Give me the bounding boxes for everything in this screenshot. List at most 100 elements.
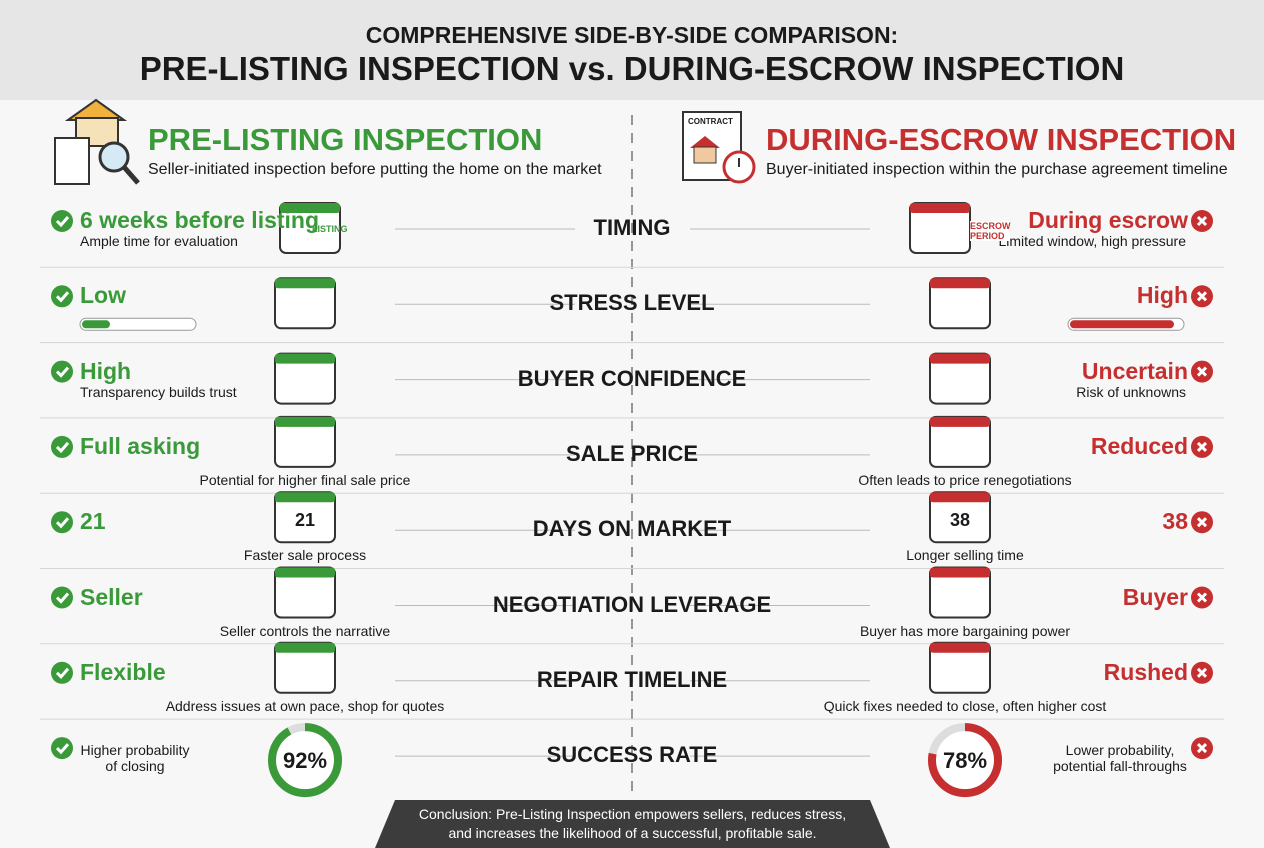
right-value: High	[1136, 282, 1188, 309]
icon-top	[930, 278, 990, 289]
contract-icon	[682, 111, 756, 184]
x-icon	[1191, 435, 1213, 458]
left-note: Ample time for evaluation	[80, 233, 238, 249]
conclusion-box	[375, 800, 890, 848]
subtitle: COMPREHENSIVE SIDE-BY-SIDE COMPARISON:	[365, 22, 899, 48]
row-icon	[929, 491, 991, 544]
badge	[51, 661, 73, 684]
badge	[51, 435, 73, 458]
house-icon	[54, 98, 140, 185]
icon-top	[910, 203, 970, 213]
x-icon	[1191, 210, 1213, 232]
row-label: DAYS ON MARKET	[532, 516, 732, 542]
check-icon	[51, 285, 73, 308]
left-description: Seller-initiated inspection before putti…	[148, 161, 602, 178]
right-value: Reduced	[1090, 432, 1188, 459]
left-value: Low	[80, 282, 126, 309]
right-note: Lower probability, potential fall-throug…	[1053, 742, 1187, 775]
badge-mark	[1196, 517, 1208, 528]
badge-mark	[55, 291, 70, 303]
badge-mark	[55, 366, 70, 378]
badge-mark	[1196, 441, 1208, 452]
x-icon	[1191, 285, 1213, 308]
icon-top	[275, 642, 335, 653]
x-icon	[1191, 511, 1213, 534]
row-label: TIMING	[593, 215, 671, 240]
right-value: 38	[1162, 508, 1188, 535]
icon-top	[280, 203, 340, 213]
badge	[51, 586, 73, 609]
x-icon	[1191, 737, 1213, 760]
x-icon	[1191, 661, 1213, 684]
row-icon	[274, 277, 336, 330]
left-note: Faster sale process	[243, 547, 367, 564]
left-value: Full asking	[80, 432, 201, 459]
left-note: Potential for higher final sale price	[199, 471, 411, 488]
icon-text: LISTING	[312, 224, 348, 234]
check-icon	[51, 586, 73, 609]
x-icon	[1191, 586, 1213, 609]
row-label: SUCCESS RATE	[546, 742, 718, 768]
check-icon	[51, 511, 73, 534]
badge	[51, 285, 73, 308]
badge-mark	[55, 441, 70, 454]
stress-bar	[79, 317, 197, 331]
right-note: Often leads to price renegotiations	[858, 471, 1072, 488]
badge	[51, 511, 73, 534]
row-label: SALE PRICE	[565, 440, 699, 466]
right-note: Risk of unknowns	[1076, 383, 1186, 400]
x-icon	[1191, 360, 1213, 383]
icon-top	[930, 416, 990, 427]
badge-mark	[55, 592, 70, 604]
rate-label: 78%	[942, 748, 988, 774]
contract-label: CONTRACT	[688, 117, 733, 126]
right-value: Rushed	[1103, 658, 1188, 685]
badge-mark	[55, 517, 70, 529]
icon-top	[275, 353, 335, 364]
row-label: NEGOTIATION LEVERAGE	[492, 591, 772, 617]
row-icon	[929, 641, 991, 694]
icon-top	[930, 567, 990, 578]
icon-top	[930, 642, 990, 653]
badge-mark	[55, 667, 70, 679]
left-title: PRE-LISTING INSPECTION	[148, 122, 543, 157]
icon-top	[930, 492, 990, 503]
badge	[51, 210, 73, 232]
stress-fill	[1070, 320, 1174, 329]
row-icon	[274, 641, 336, 694]
badge-mark	[1196, 291, 1208, 302]
row-icon	[909, 202, 971, 254]
icon-top	[930, 353, 990, 364]
right-note: Limited window, high pressure	[998, 233, 1186, 249]
row-icon	[279, 202, 341, 254]
row-label: REPAIR TIMELINE	[536, 666, 728, 692]
check-icon	[51, 737, 73, 760]
row-icon	[274, 491, 336, 544]
check-icon	[51, 210, 73, 232]
rate-ring	[928, 723, 1002, 798]
rate-label: 92%	[282, 748, 328, 774]
badge-mark	[55, 216, 70, 228]
icon-top	[275, 278, 335, 289]
badge-mark	[1196, 366, 1208, 377]
right-title: DURING-ESCROW INSPECTION	[766, 122, 1237, 157]
right-description: Buyer-initiated inspection within the pu…	[766, 161, 1228, 178]
title: PRE-LISTING INSPECTION vs. DURING-ESCROW…	[139, 50, 1125, 87]
badge-mark	[1196, 667, 1208, 678]
left-value: Flexible	[80, 658, 166, 685]
row-icon	[929, 566, 991, 619]
badge-mark	[55, 743, 70, 755]
check-icon	[51, 661, 73, 684]
icon-number: 21	[294, 510, 316, 531]
header-band	[0, 0, 1264, 100]
icon-number: 38	[949, 510, 971, 531]
badge-mark	[1196, 215, 1208, 227]
left-value: High	[80, 357, 132, 384]
right-note: Quick fixes needed to close, often highe…	[823, 697, 1107, 714]
check-icon	[51, 360, 73, 383]
badge-mark	[1196, 592, 1208, 603]
icon-top	[275, 567, 335, 578]
icon-top	[275, 416, 335, 427]
